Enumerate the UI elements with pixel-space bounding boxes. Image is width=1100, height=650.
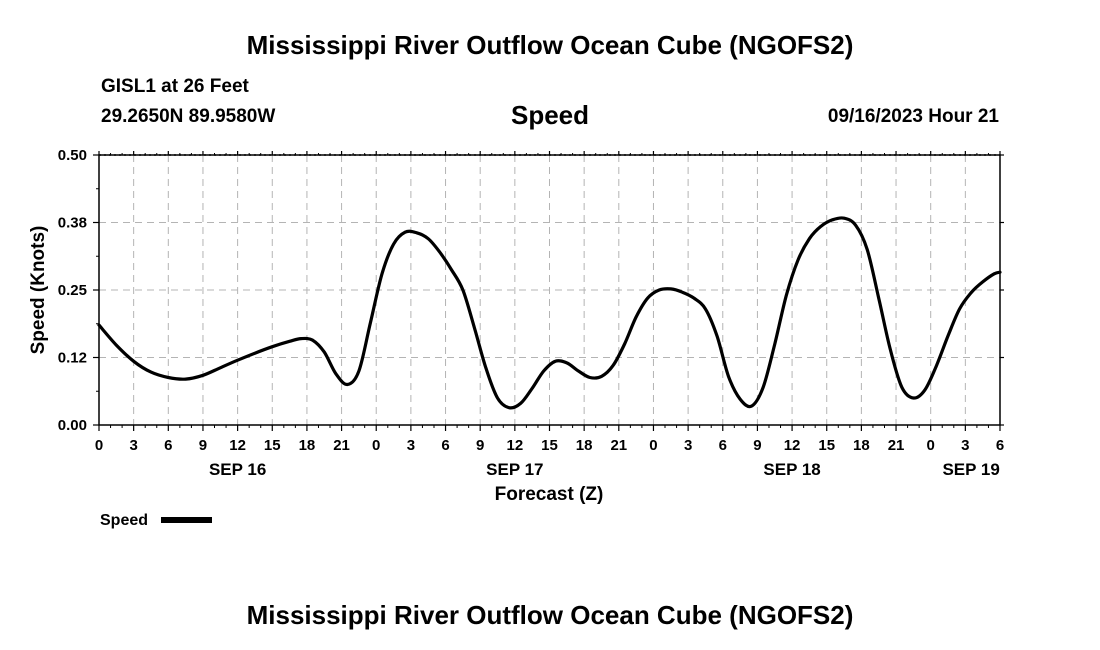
date-label: SEP 17 [486, 460, 543, 479]
x-tick-label: 18 [299, 437, 316, 454]
series-layer [97, 216, 1002, 410]
speed-chart: 0.00 0.12 0.25 0.38 0.50 0 3 6 9 12 15 18 21 0 3 6 9 12 1… [28, 147, 1004, 529]
speed-series-line [97, 216, 1002, 410]
y-tick-label: 0.38 [58, 215, 87, 232]
x-tick-label: 21 [610, 437, 627, 454]
legend-label: Speed [100, 512, 148, 529]
x-tick-label: 9 [199, 437, 207, 454]
x-tick-label: 21 [333, 437, 350, 454]
y-tick-label: 0.12 [58, 350, 87, 367]
page-title-bottom: Mississippi River Outflow Ocean Cube (NG… [246, 600, 854, 630]
x-tick-label: 21 [888, 437, 905, 454]
page-title-top: Mississippi River Outflow Ocean Cube (NG… [246, 30, 854, 60]
x-tick-label: 3 [961, 437, 969, 454]
x-tick-label: 12 [507, 437, 524, 454]
date-label: SEP 19 [942, 460, 999, 479]
chart-title: Speed [510, 100, 590, 130]
x-tick-label: 6 [719, 437, 727, 454]
forecast-datetime: 09/16/2023 Hour 21 [827, 106, 999, 127]
x-tick-label: 0 [372, 437, 380, 454]
x-tick-label: 12 [784, 437, 801, 454]
x-tick-label: 0 [927, 437, 935, 454]
x-axis-label: Forecast (Z) [495, 484, 604, 505]
y-tick-label: 0.00 [58, 417, 87, 434]
x-tick-label: 0 [95, 437, 103, 454]
y-axis-label: Speed (Knots) [28, 226, 49, 355]
x-tick-label: 9 [476, 437, 484, 454]
date-label: SEP 18 [763, 460, 820, 479]
x-tick-label: 9 [753, 437, 761, 454]
x-tick-label: 6 [441, 437, 449, 454]
x-tick-label: 15 [541, 437, 558, 454]
grid-lines [99, 154, 1000, 425]
x-tick-label: 18 [853, 437, 870, 454]
y-axis: 0.00 0.12 0.25 0.38 0.50 [58, 147, 1004, 434]
x-tick-label: 3 [129, 437, 137, 454]
x-tick-label: 6 [996, 437, 1004, 454]
x-tick-label: 12 [229, 437, 246, 454]
x-tick-label: 6 [164, 437, 172, 454]
x-tick-label: 15 [264, 437, 281, 454]
station-coords: 29.2650N 89.9580W [101, 106, 276, 127]
plot-frame [98, 154, 1001, 426]
x-tick-label: 15 [818, 437, 835, 454]
x-tick-label: 3 [684, 437, 692, 454]
x-tick-label: 3 [407, 437, 415, 454]
y-tick-label: 0.25 [58, 282, 87, 299]
y-tick-label: 0.50 [58, 147, 87, 164]
x-tick-label: 0 [649, 437, 657, 454]
station-label: GISL1 at 26 Feet [101, 76, 249, 97]
x-tick-label: 18 [576, 437, 593, 454]
date-label: SEP 16 [209, 460, 266, 479]
